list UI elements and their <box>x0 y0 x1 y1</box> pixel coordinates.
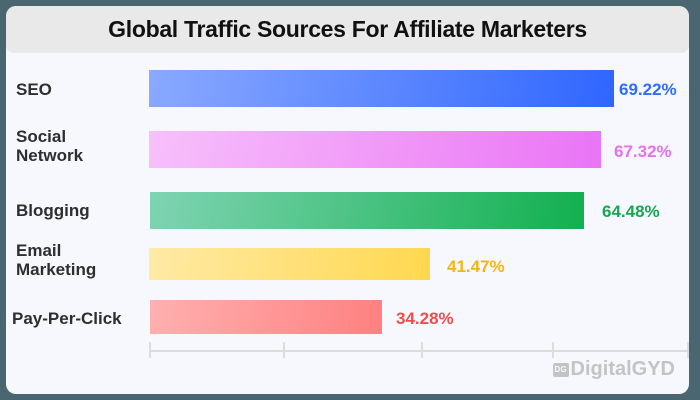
category-label-email-marketing: Email Marketing <box>16 241 96 279</box>
label-line: Social <box>16 127 67 146</box>
value-label-social-network: 67.32% <box>614 142 672 161</box>
title-bar: Global Traffic Sources For Affiliate Mar… <box>6 6 689 53</box>
value-label-email-marketing: 41.47% <box>447 257 505 276</box>
label-line: Marketing <box>16 260 97 279</box>
watermark: DG DigitalGYD <box>552 358 675 381</box>
category-label-blogging: Blogging <box>16 201 90 220</box>
bar-email-marketing <box>149 248 430 280</box>
category-label-social-network: Social Network <box>16 127 83 165</box>
bar-blogging <box>150 192 584 229</box>
label-line: Email <box>16 241 62 260</box>
label-line: SEO <box>16 80 52 99</box>
category-label-seo: SEO <box>16 80 52 99</box>
category-label-pay-per-click: Pay-Per-Click <box>12 309 122 328</box>
x-axis-line <box>149 350 689 352</box>
value-label-blogging: 64.48% <box>602 202 660 221</box>
x-axis-tick <box>552 342 554 358</box>
bar-social-network <box>149 131 601 168</box>
bar-pay-per-click <box>150 300 382 334</box>
watermark-text: DigitalGYD <box>570 358 675 380</box>
chart-title: Global Traffic Sources For Affiliate Mar… <box>108 16 587 42</box>
label-line: Network <box>16 146 84 165</box>
value-label-pay-per-click: 34.28% <box>396 309 454 328</box>
label-line: Pay-Per-Click <box>12 309 122 328</box>
digitalgyd-logo-icon: DG <box>552 362 569 377</box>
value-label-seo: 69.22% <box>619 80 677 99</box>
x-axis-tick <box>421 342 423 358</box>
bar-seo <box>149 70 614 107</box>
x-axis-tick <box>149 342 151 358</box>
x-axis-tick <box>283 342 285 358</box>
x-axis-tick <box>687 342 689 358</box>
label-line: Blogging <box>16 201 90 220</box>
chart-card: Global Traffic Sources For Affiliate Mar… <box>6 6 689 394</box>
